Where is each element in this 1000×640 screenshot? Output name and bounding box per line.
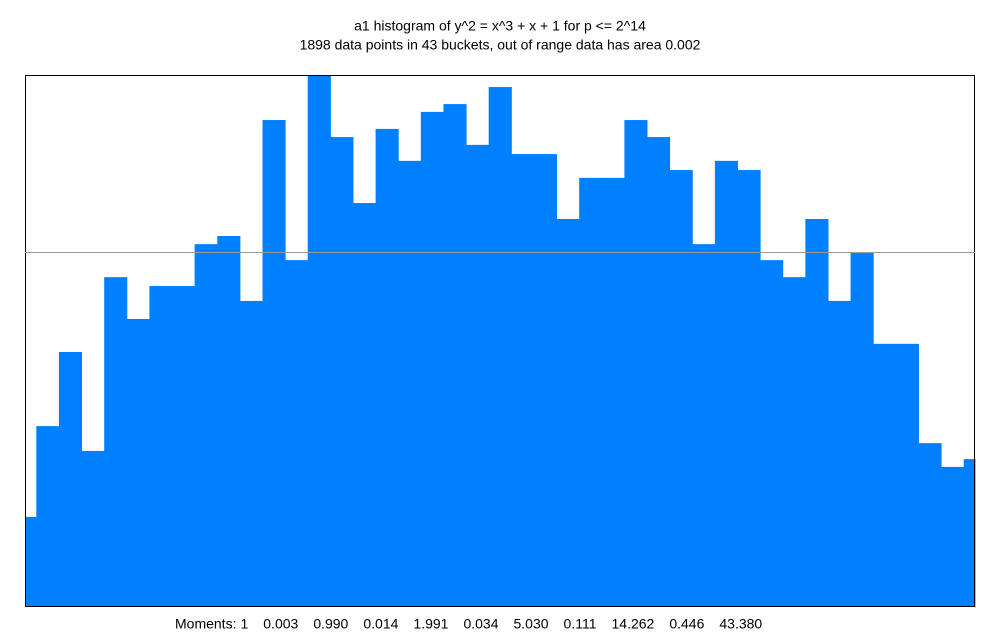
- bar: [782, 277, 806, 607]
- bar: [760, 260, 784, 607]
- bar: [330, 137, 354, 608]
- bar: [466, 144, 490, 608]
- bar: [918, 443, 942, 607]
- bar: [375, 128, 399, 607]
- bar: [81, 450, 105, 607]
- bar: [420, 111, 444, 608]
- bar: [737, 170, 761, 607]
- bar: [172, 286, 196, 607]
- bar: [149, 286, 173, 607]
- bar: [58, 351, 83, 607]
- bar: [488, 87, 512, 608]
- bar: [647, 137, 671, 608]
- bar: [36, 426, 60, 607]
- bar: [601, 177, 625, 607]
- bar: [579, 177, 603, 607]
- moment-value: 0.111: [564, 616, 597, 632]
- bar: [307, 75, 331, 607]
- bar: [285, 260, 309, 607]
- bar: [25, 516, 37, 607]
- plot-frame: [25, 75, 975, 607]
- bar: [714, 160, 738, 607]
- moment-value: 1: [240, 616, 248, 632]
- bar: [352, 203, 377, 607]
- bar: [895, 343, 919, 607]
- moment-value: 5.030: [514, 616, 549, 632]
- moment-value: 0.990: [313, 616, 348, 632]
- bar: [669, 170, 693, 607]
- bar: [217, 236, 241, 607]
- bar: [104, 277, 128, 607]
- bar: [511, 154, 535, 607]
- moment-value: 1.991: [413, 616, 448, 632]
- bar: [692, 244, 716, 607]
- bar: [850, 253, 874, 607]
- bar: [398, 160, 422, 607]
- moments-label: Moments:: [175, 616, 236, 632]
- moment-value: 0.034: [463, 616, 498, 632]
- bar: [963, 459, 976, 607]
- bar: [533, 154, 558, 607]
- bar: [556, 218, 580, 607]
- bar: [239, 300, 263, 607]
- bar: [941, 466, 965, 607]
- moment-value: 14.262: [612, 616, 655, 632]
- bars: [25, 75, 976, 608]
- moment-value: 0.003: [263, 616, 298, 632]
- chart-title: a1 histogram of y^2 = x^3 + x + 1 for p …: [354, 18, 646, 34]
- bar: [624, 120, 648, 607]
- bar: [443, 104, 467, 607]
- moment-value: 0.446: [669, 616, 704, 632]
- chart-subtitle: 1898 data points in 43 buckets, out of r…: [300, 37, 701, 53]
- moment-value: 43.380: [719, 616, 762, 632]
- moment-value: 0.014: [363, 616, 398, 632]
- bar: [827, 300, 852, 607]
- bar: [262, 120, 286, 607]
- bar: [126, 319, 150, 607]
- bar: [194, 244, 218, 607]
- bar: [805, 218, 829, 607]
- bar: [873, 343, 897, 607]
